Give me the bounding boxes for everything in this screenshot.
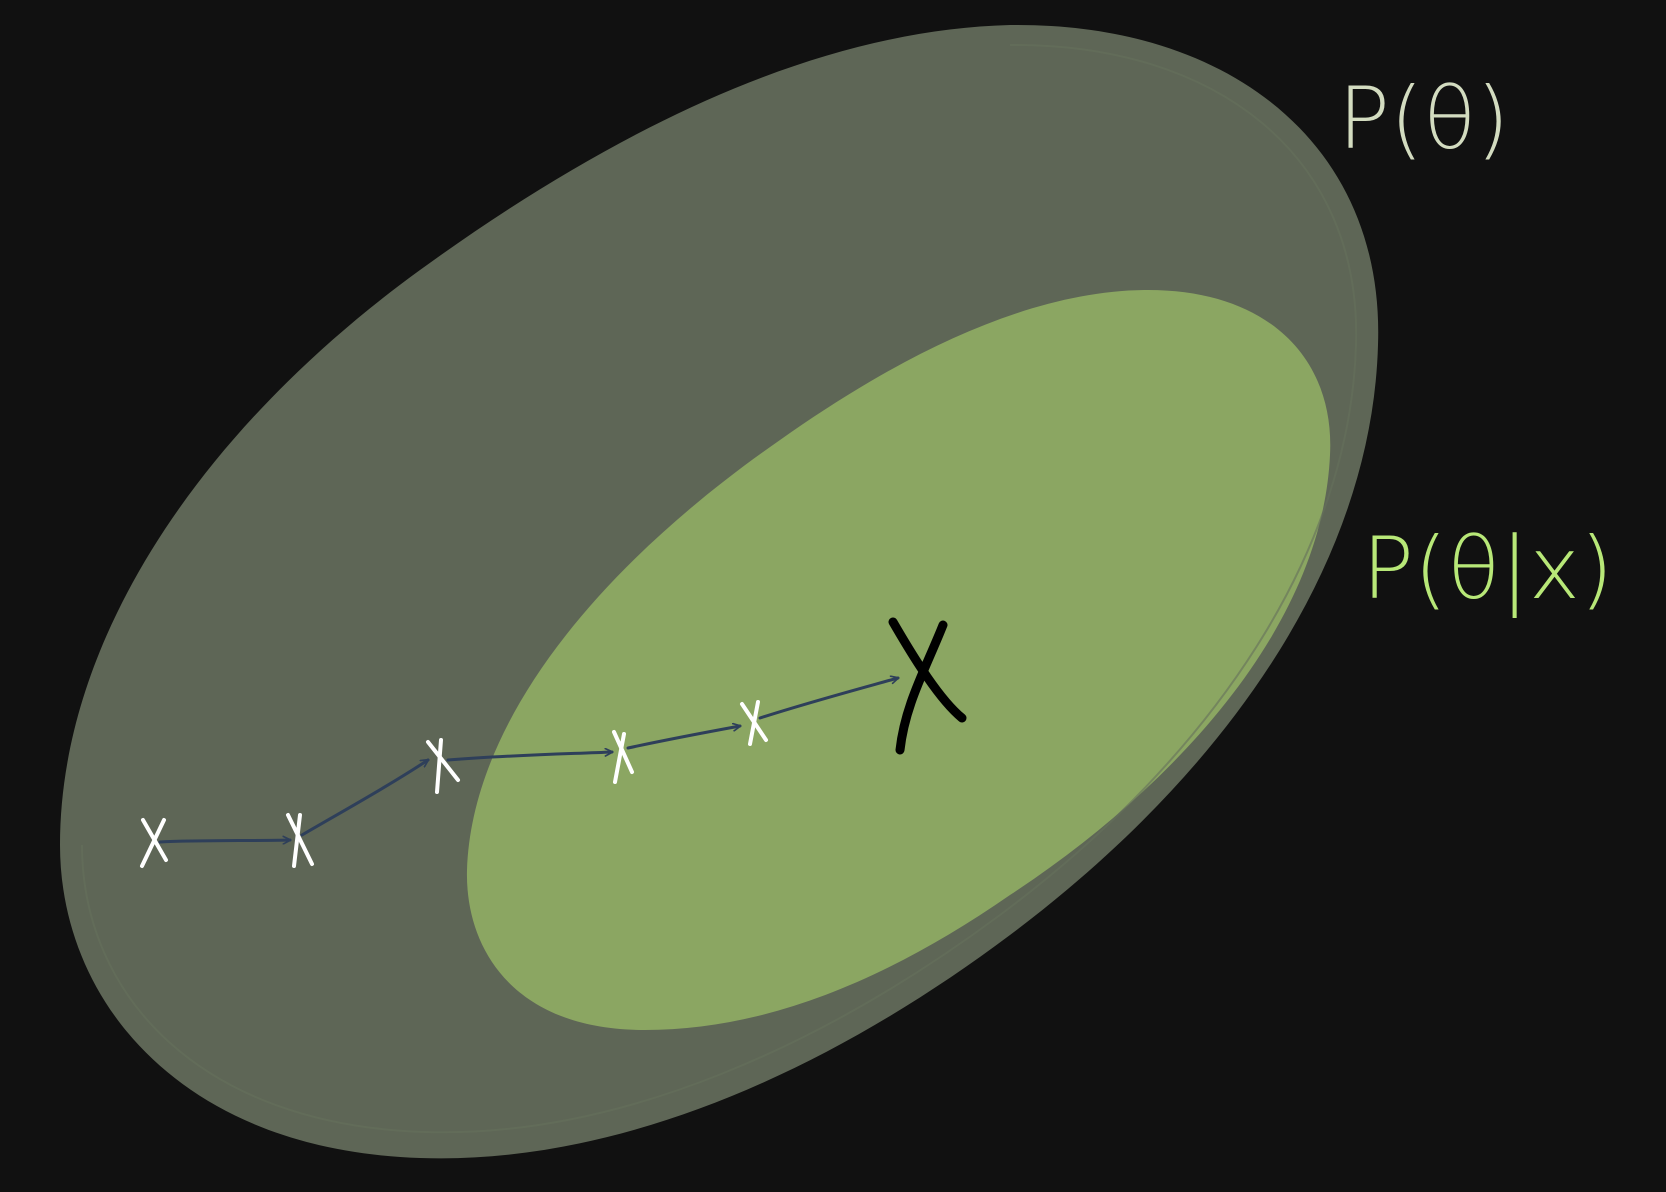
chain-arrow <box>158 840 290 842</box>
chain-arrow <box>446 752 612 762</box>
chain-arrow <box>300 758 430 837</box>
posterior-label: P(θ|x) <box>1362 519 1613 619</box>
chain-arrow <box>758 678 898 720</box>
sample-mark <box>740 700 768 746</box>
sample-chain-path <box>158 678 898 842</box>
final-sample-mark <box>888 617 967 755</box>
sample-mark <box>612 730 634 784</box>
prior-label: P(θ) <box>1338 69 1510 169</box>
sample-mark <box>286 813 314 868</box>
sample-mark <box>426 738 460 794</box>
prior-region-edge <box>81 43 1358 1134</box>
chain-arrow <box>626 726 740 750</box>
posterior-region <box>466 290 1331 1030</box>
sample-mark <box>140 818 168 868</box>
